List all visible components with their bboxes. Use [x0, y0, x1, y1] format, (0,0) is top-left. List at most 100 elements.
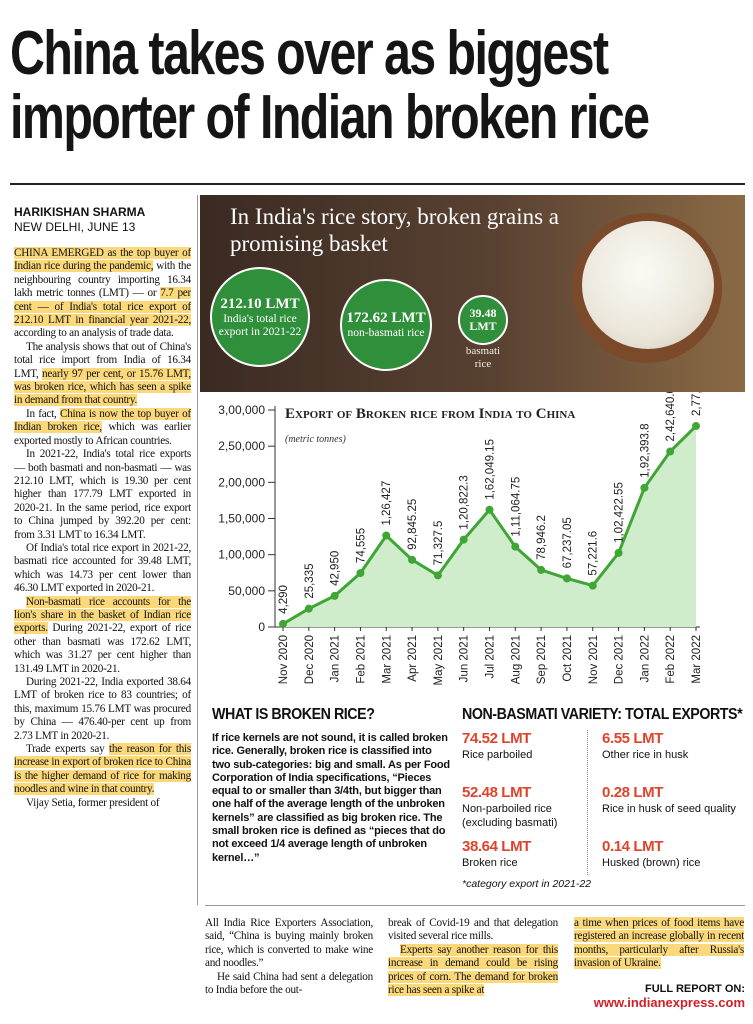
- paragraph: All India Rice Exporters Association, sa…: [205, 917, 373, 971]
- x-tick-label: Mar 2022: [691, 635, 703, 684]
- data-label: 1,26,427: [381, 481, 393, 526]
- variety-label: Rice in husk of seed quality: [602, 803, 736, 815]
- data-label: 2,77,799.85: [691, 392, 703, 416]
- rice: [582, 221, 714, 349]
- data-point: [562, 574, 571, 583]
- text: with the neighbouring country importing …: [14, 260, 191, 300]
- text: During 2021-22, India exported 38.64 LMT…: [14, 676, 191, 742]
- x-tick-label: Sep 2021: [536, 635, 548, 684]
- variety-item: 6.55 LMT Other rice in husk: [602, 730, 737, 762]
- paragraph: He said China had sent a delegation to I…: [205, 971, 373, 998]
- data-label: 74,555: [355, 528, 367, 563]
- data-point: [537, 565, 546, 574]
- rule: [205, 905, 745, 906]
- text: Trade experts say: [26, 743, 110, 756]
- y-tick-label: 0: [258, 620, 265, 634]
- x-tick-label: Mar 2021: [381, 635, 393, 684]
- variety-label: Husked (brown) rice: [602, 857, 701, 869]
- data-label: 67,237.05: [562, 517, 574, 568]
- variety-item: 0.28 LMT Rice in husk of seed quality: [602, 784, 737, 816]
- paragraph: Non-basmati rice accounts for the lion's…: [14, 595, 191, 676]
- stat-circle: 212.10 LMT India's total rice export in …: [210, 267, 310, 367]
- x-tick-label: Dec 2021: [614, 635, 626, 684]
- separator: [587, 730, 589, 875]
- text: Vijay Setia, former president of: [26, 796, 160, 809]
- text: He said China had sent a delegation to I…: [205, 970, 373, 997]
- data-label: 71,327.5: [433, 521, 445, 566]
- variety-item: 52.48 LMT Non-parboiled rice (excluding b…: [462, 784, 597, 830]
- variety-value: 74.52 LMT: [462, 730, 531, 747]
- data-label: 1,02,422.55: [614, 482, 626, 543]
- column-rule: [197, 195, 198, 905]
- paragraph: In 2021-22, India's total rice exports —…: [14, 448, 191, 542]
- data-point: [304, 604, 313, 613]
- x-tick-label: Nov 2021: [588, 635, 600, 684]
- data-label: 42,950: [330, 551, 342, 586]
- data-label: 57,221.6: [588, 531, 600, 576]
- chart: Export of Broken rice from India to Chin…: [218, 392, 703, 686]
- footer-label: FULL REPORT ON:: [644, 983, 745, 995]
- data-label: 1,62,049.15: [485, 439, 497, 500]
- paragraph: Of India's total rice export in 2021-22,…: [14, 542, 191, 596]
- explainer-text: If rice kernels are not sound, it is cal…: [212, 732, 450, 864]
- stat-circle: 172.62 LMT non-basmati rice: [340, 279, 432, 371]
- stat-value: 39.48 LMT: [469, 306, 497, 333]
- text: according to an analysis of trade data.: [14, 327, 174, 340]
- data-point: [588, 581, 597, 590]
- data-point: [666, 447, 675, 456]
- variety-label: Other rice in husk: [602, 749, 689, 761]
- x-tick-label: Oct 2021: [562, 635, 574, 682]
- data-point: [485, 505, 494, 514]
- data-point: [408, 555, 417, 564]
- data-point: [279, 619, 287, 628]
- y-tick-label: 50,000: [228, 584, 265, 598]
- y-tick-label: 1,50,000: [218, 512, 265, 526]
- varieties-grid: 74.52 LMT Rice parboiled 52.48 LMT Non-parb…: [462, 730, 745, 900]
- area: [283, 426, 696, 627]
- data-label: 92,845.25: [407, 499, 419, 550]
- y-tick-label: 1,00,000: [218, 548, 265, 562]
- x-tick-label: Feb 2022: [665, 635, 677, 684]
- article-column: All India Rice Exporters Association, sa…: [205, 917, 373, 1022]
- data-label: 25,335: [304, 563, 316, 598]
- x-tick-label: Feb 2021: [355, 635, 367, 684]
- variety-value: 0.28 LMT: [602, 784, 663, 801]
- y-tick-label: 2,50,000: [218, 439, 265, 453]
- variety-item: 74.52 LMT Rice parboiled: [462, 730, 597, 762]
- highlighted-text: nearly 97 per cent, or 15.76 LMT, was br…: [14, 367, 191, 407]
- data-point: [356, 569, 365, 578]
- headline: China takes over as biggest importer of …: [10, 19, 650, 152]
- data-point: [511, 542, 520, 551]
- author: HARIKISHAN SHARMA: [14, 205, 146, 219]
- text: All India Rice Exporters Association, sa…: [205, 917, 373, 970]
- data-point: [433, 571, 442, 580]
- data-label: 1,20,822.3: [459, 475, 471, 529]
- data-label: 2,42,640.0: [665, 392, 677, 441]
- x-tick-label: Aug 2021: [510, 635, 522, 684]
- stat-label: basmati rice: [465, 345, 501, 370]
- varieties-box: NON-BASMATI VARIETY: TOTAL EXPORTS* 74.5…: [462, 706, 745, 906]
- text: break of Covid-19 and that delegation vi…: [388, 917, 558, 943]
- paragraph: Experts say another reason for this incr…: [388, 943, 558, 998]
- x-tick-label: Nov 2020: [278, 635, 290, 684]
- variety-value: 52.48 LMT: [462, 784, 531, 801]
- paragraph: CHINA EMERGED as the top buyer of Indian…: [14, 247, 191, 341]
- footer-url: www.indianexpress.com: [593, 995, 745, 1010]
- paragraph: a time when prices of food items have re…: [574, 917, 744, 971]
- stat-label: non-basmati rice: [347, 327, 425, 339]
- highlighted-text: Experts say another reason for this incr…: [388, 943, 558, 997]
- paragraph: During 2021-22, India exported 38.64 LMT…: [14, 676, 191, 743]
- explainer-title: WHAT IS BROKEN RICE?: [212, 706, 375, 723]
- data-point: [640, 483, 649, 492]
- x-tick-label: Jan 2021: [330, 635, 342, 682]
- variety-label: Rice parboiled: [462, 749, 533, 761]
- explainer-box: WHAT IS BROKEN RICE? If rice kernels are…: [212, 706, 450, 906]
- x-tick-label: Apr 2021: [407, 635, 419, 682]
- data-label: 1,11,064.75: [510, 477, 522, 537]
- stat-circle: 39.48 LMT: [458, 295, 508, 345]
- dateline: NEW DELHI, JUNE 13: [14, 220, 136, 234]
- paragraph: Trade experts say the reason for this in…: [14, 743, 191, 797]
- x-tick-label: Jul 2021: [485, 635, 497, 678]
- article-column: a time when prices of food items have re…: [574, 917, 744, 977]
